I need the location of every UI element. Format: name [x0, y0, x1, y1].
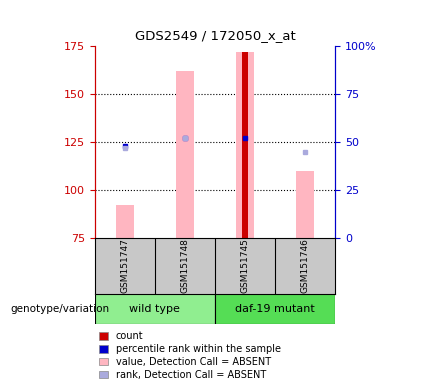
Text: daf-19 mutant: daf-19 mutant	[235, 304, 315, 314]
Text: GSM151748: GSM151748	[181, 238, 189, 293]
Bar	[236, 52, 254, 238]
Bar	[95, 294, 215, 324]
Text: GSM151746: GSM151746	[301, 238, 310, 293]
Polygon shape	[87, 300, 95, 318]
Bar	[215, 294, 335, 324]
Legend: count, percentile rank within the sample, value, Detection Call = ABSENT, rank, : count, percentile rank within the sample…	[99, 331, 281, 380]
Text: genotype/variation: genotype/variation	[10, 304, 110, 314]
Text: GSM151747: GSM151747	[120, 238, 129, 293]
Text: wild type: wild type	[129, 304, 180, 314]
Bar	[296, 171, 314, 238]
Bar	[242, 52, 248, 238]
Title: GDS2549 / 172050_x_at: GDS2549 / 172050_x_at	[135, 29, 295, 42]
Text: GSM151745: GSM151745	[241, 238, 249, 293]
Bar	[116, 205, 134, 238]
Bar	[176, 71, 194, 238]
